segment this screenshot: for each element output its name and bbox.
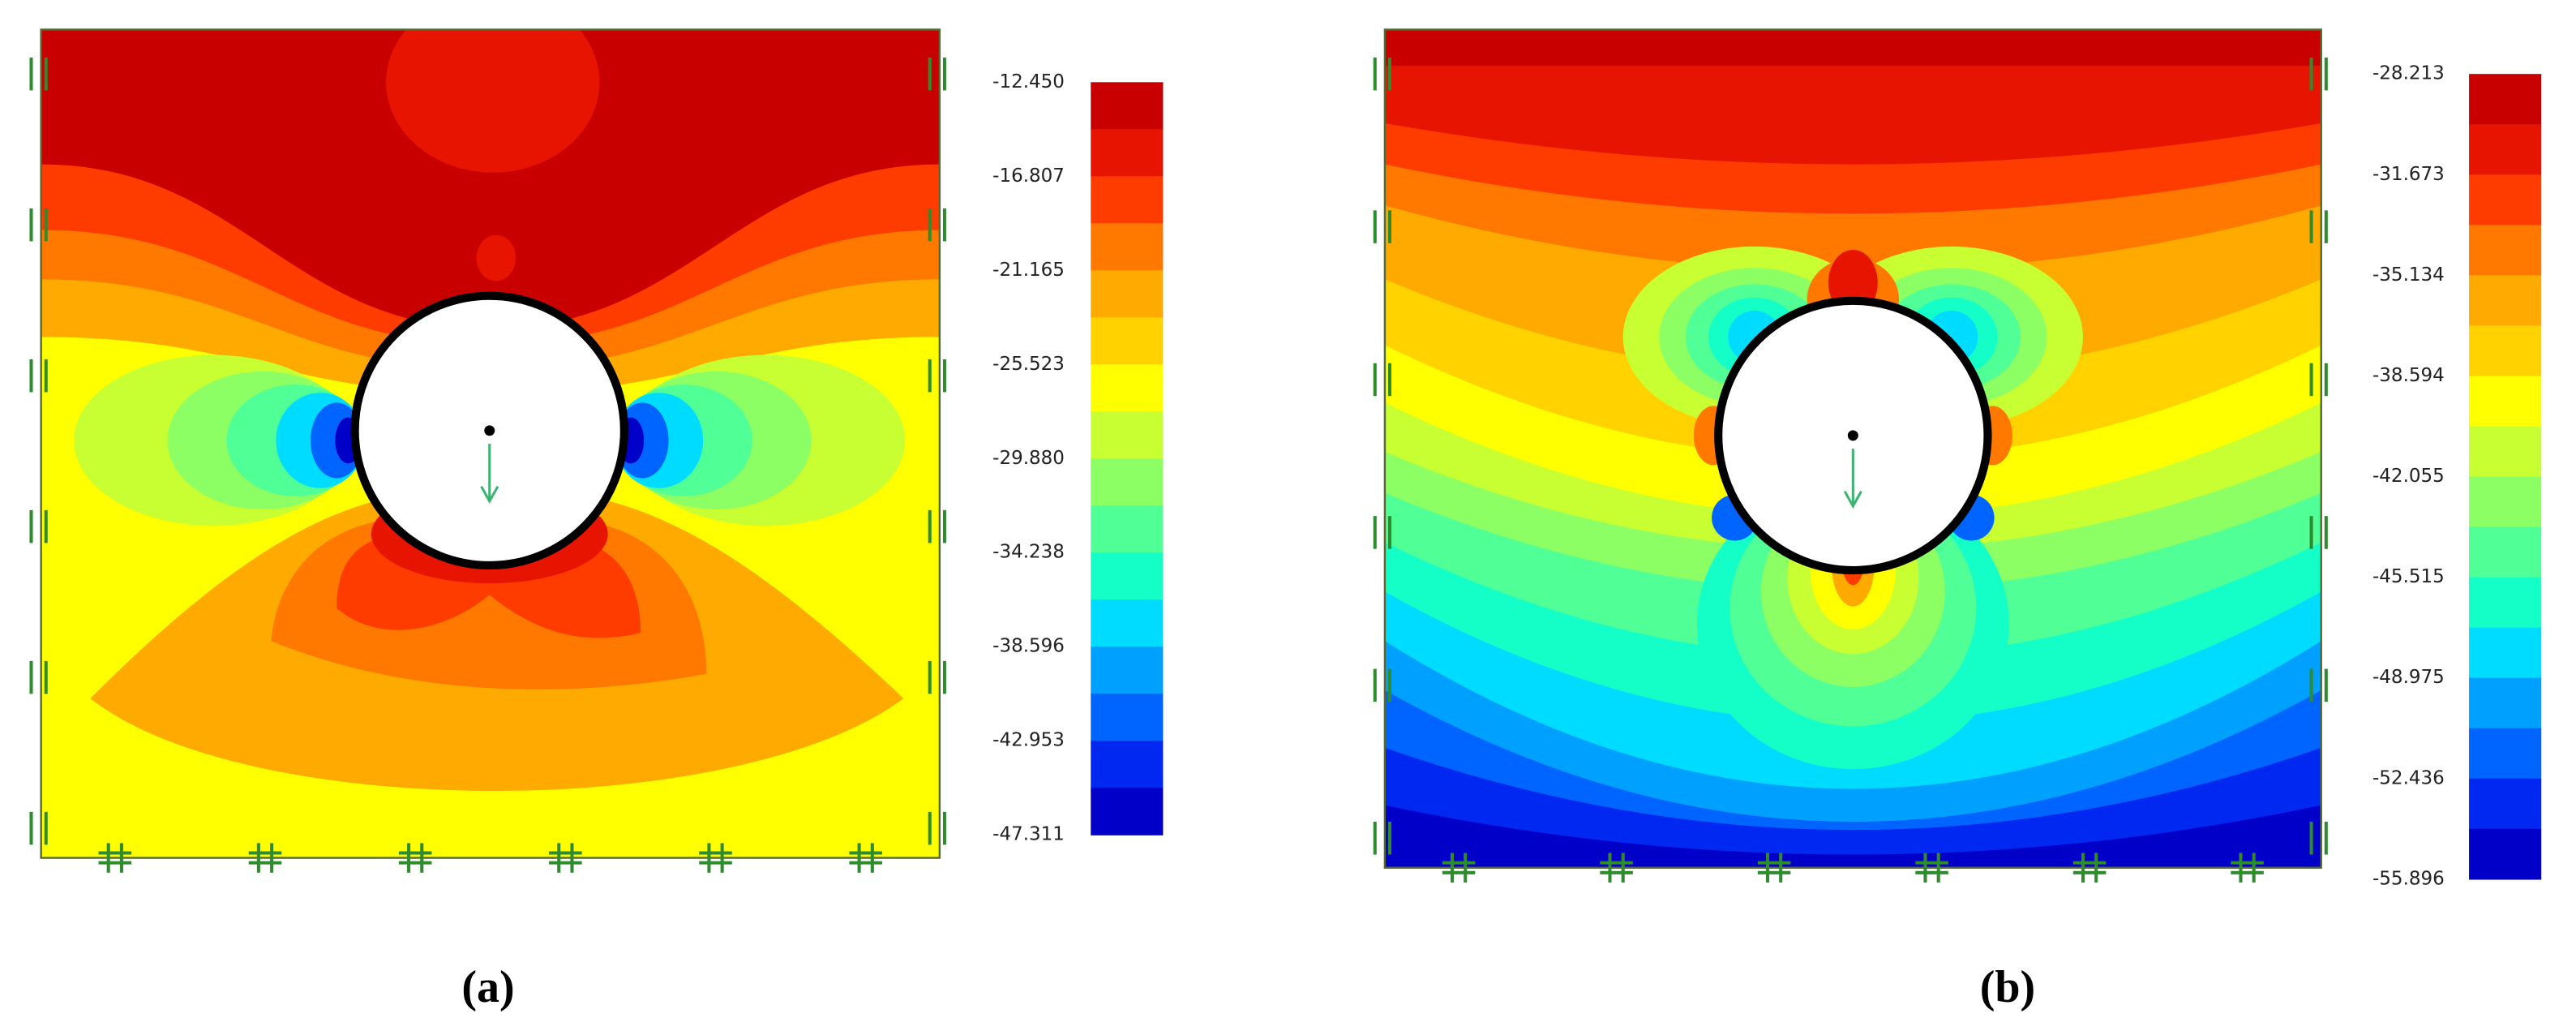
colorbar-band (1091, 458, 1164, 506)
colorbar-band (1091, 223, 1164, 271)
colorbar-band (2469, 828, 2542, 880)
colorbar-tick-label: -45.515 (2372, 566, 2445, 587)
center-dot (484, 425, 495, 436)
colorbar-band (2469, 476, 2542, 528)
plot-border (40, 28, 941, 859)
colorbar-band (1091, 599, 1164, 647)
colorbar-band (2469, 376, 2542, 427)
colorbar-band (2469, 74, 2542, 125)
contour-region (1384, 747, 2321, 868)
load-arrowhead (480, 485, 499, 505)
colorbar-tick-label: -52.436 (2372, 767, 2445, 788)
colorbar-band (1091, 411, 1164, 459)
colorbar-band (1091, 82, 1164, 130)
colorbar-tick-label: -47.311 (992, 824, 1065, 845)
colorbar-tick-label: -21.165 (992, 260, 1065, 281)
colorbar-band (2469, 174, 2542, 226)
contour-region (476, 234, 516, 281)
colorbar-band (2469, 426, 2542, 478)
colorbar-tick-label: -48.975 (2372, 667, 2445, 688)
load-arrowhead (1843, 491, 1862, 509)
colorbar-band (1091, 270, 1164, 318)
colorbar-band (2469, 577, 2542, 629)
panel-label: (b) (1980, 962, 2035, 1012)
colorbar-band (1091, 788, 1164, 836)
colorbar-tick-label: -31.673 (2372, 164, 2445, 185)
colorbar-band (1091, 741, 1164, 788)
colorbar-tick-label: -38.596 (992, 636, 1065, 657)
colorbar-band (2469, 225, 2542, 276)
overlay (1373, 28, 2542, 883)
colorbar-tick-label: -38.594 (2372, 365, 2445, 386)
colorbar-band (1091, 647, 1164, 694)
colorbar-tick-label: -28.213 (2372, 63, 2445, 84)
colorbar-tick-label: -55.896 (2372, 868, 2445, 889)
colorbar-band (1091, 364, 1164, 412)
colorbar-tick-label: -25.523 (992, 354, 1065, 375)
colorbar-tick-label: -42.055 (2372, 466, 2445, 487)
colorbar-band (2469, 677, 2542, 729)
colorbar-tick-label: -34.238 (992, 542, 1065, 563)
center-dot (1847, 430, 1858, 441)
colorbar-band (2469, 627, 2542, 679)
colorbar-band (2469, 778, 2542, 830)
colorbar-band (2469, 526, 2542, 578)
colorbar-tick-label: -35.134 (2372, 264, 2445, 286)
colorbar-band (2469, 275, 2542, 327)
colorbar-band (1091, 694, 1164, 741)
contour-region (386, 29, 600, 173)
colorbar-band (1091, 176, 1164, 224)
colorbar-band (2469, 124, 2542, 175)
contour-plot (41, 29, 940, 858)
contour-region (41, 29, 940, 329)
colorbar-band (1091, 317, 1164, 365)
contour-region (1384, 805, 2321, 868)
colorbar-tick-label: -12.450 (992, 71, 1065, 92)
colorbar-band (1091, 129, 1164, 177)
colorbar-band (1091, 505, 1164, 553)
colorbar-tick-label: -42.953 (992, 730, 1065, 751)
panel-label: (a) (461, 962, 514, 1012)
colorbar-band (2469, 325, 2542, 377)
plot-border (1383, 28, 2322, 869)
colorbar-band (2469, 728, 2542, 780)
colorbar-tick-label: -29.880 (992, 448, 1065, 469)
colorbar-band (1091, 552, 1164, 600)
colorbar-tick-label: -16.807 (992, 165, 1065, 187)
overlay (29, 28, 1164, 873)
